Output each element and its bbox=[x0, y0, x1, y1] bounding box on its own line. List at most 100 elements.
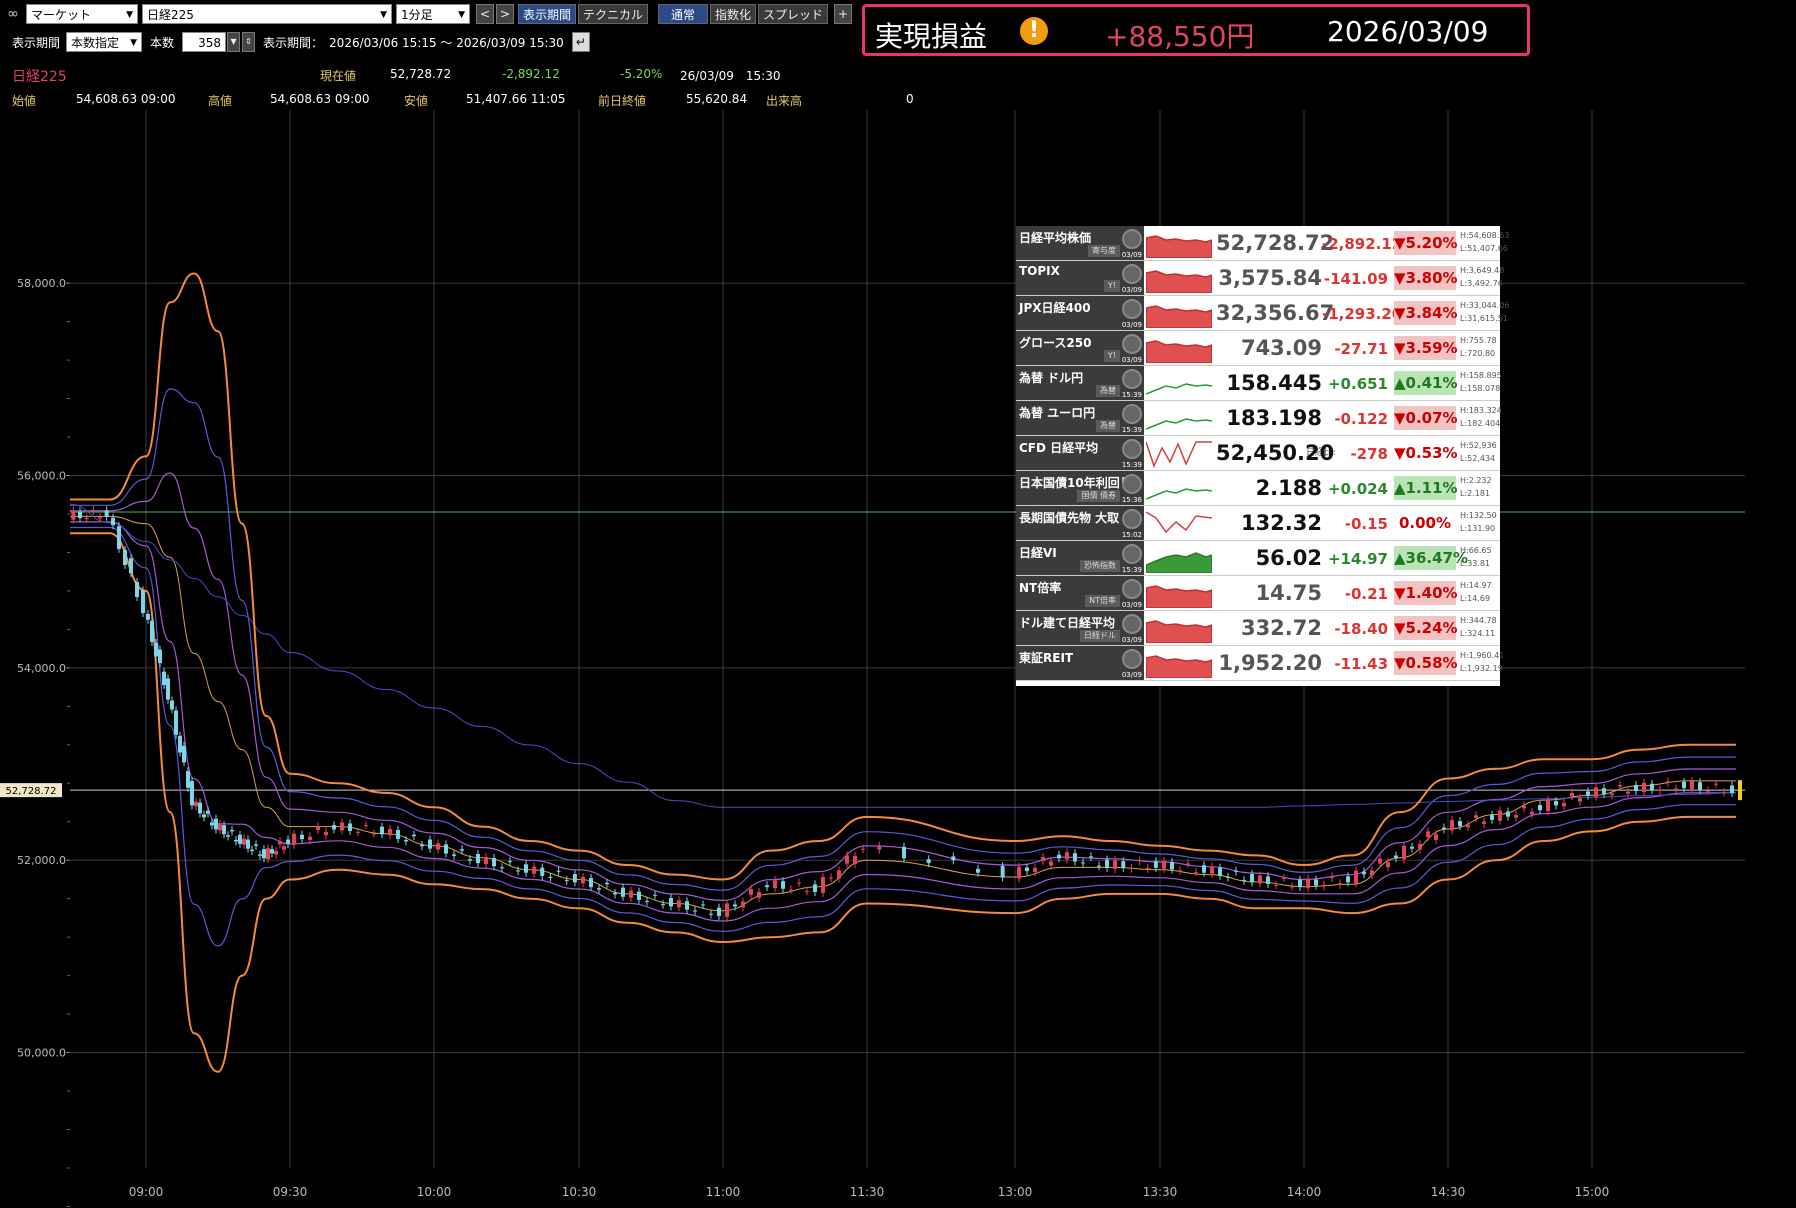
clock-icon bbox=[1122, 579, 1142, 599]
candle bbox=[150, 620, 154, 642]
panel-row-high-low: H:52,936 L:52,434 bbox=[1460, 439, 1497, 465]
current-label: 現在値 bbox=[320, 69, 357, 83]
panel-row[interactable]: NT倍率 NT倍率 03/09 14.75 -0.21 ▼1.40% H:14.97 L:14… bbox=[1016, 576, 1500, 611]
candle bbox=[1714, 783, 1718, 785]
panel-row[interactable]: 日本国債10年利回り 国債 債券 15:36 2.188 +0.024 ▲1.11% H:2… bbox=[1016, 471, 1500, 506]
panel-row-name-cell: 長期国債先物 大取 15:02 bbox=[1016, 506, 1144, 540]
panel-row[interactable]: JPX日経400 03/09 32,356.67 -1,293.20 ▼3.84% H:3… bbox=[1016, 296, 1509, 331]
panel-row-low: L:52,434 bbox=[1460, 454, 1496, 463]
spread-mode-button[interactable]: スプレッド bbox=[758, 4, 829, 24]
panel-row-sub-tag[interactable]: 恐怖指数 bbox=[1080, 560, 1120, 572]
candle bbox=[214, 818, 218, 830]
panel-row-high-low: H:14.97 L:14.69 bbox=[1460, 579, 1492, 605]
panel-row-sub-tag[interactable]: 寄与度 bbox=[1088, 245, 1120, 257]
candle bbox=[581, 877, 585, 884]
panel-row-high-low: H:2.232 L:2.181 bbox=[1460, 474, 1492, 500]
candle bbox=[621, 887, 625, 897]
candle bbox=[1000, 865, 1005, 878]
technical-button[interactable]: テクニカル bbox=[578, 4, 649, 24]
normal-mode-button[interactable]: 通常 bbox=[658, 4, 709, 24]
panel-row-name-cell: 日経VI 恐怖指数 15:39 bbox=[1016, 541, 1144, 575]
sparkline-path bbox=[1146, 511, 1212, 534]
count-input[interactable]: 358 bbox=[182, 32, 227, 52]
prev-close-label: 前日終値 bbox=[598, 94, 647, 108]
candle bbox=[170, 700, 174, 710]
panel-row[interactable]: グロース250 Y! 03/09 743.09 -27.71 ▼3.59% H:755.78… bbox=[1016, 331, 1500, 366]
panel-row-sub-tag[interactable]: 為替 bbox=[1096, 385, 1120, 397]
panel-row[interactable]: 日経平均株価 寄与度 03/09 52,728.72 -2,892.12 ▼5.20% H:… bbox=[1016, 226, 1509, 261]
panel-row-low: L:33.81 bbox=[1460, 559, 1491, 568]
count-stepper[interactable]: ⇕ bbox=[242, 32, 256, 52]
y-tick-label: 54,000.0 bbox=[17, 662, 66, 675]
clock-icon bbox=[1122, 334, 1142, 354]
panel-row[interactable]: TOPIX Y! 03/09 3,575.84 -141.09 ▼3.80% H:3,649… bbox=[1016, 261, 1504, 296]
candle bbox=[444, 844, 448, 854]
period-button[interactable]: 表示期間 bbox=[518, 4, 577, 24]
panel-row-time: 03/09 bbox=[1121, 321, 1142, 329]
y-tick-label: 50,000.0 bbox=[17, 1047, 66, 1060]
candle bbox=[78, 511, 82, 519]
panel-row-high-low: H:33,044.06 L:31,615.51 bbox=[1460, 299, 1509, 325]
symbol-select[interactable]: 日経225 ▼ bbox=[142, 4, 392, 24]
period-mode-select[interactable]: 本数指定 ▼ bbox=[66, 32, 143, 52]
panel-row-low: L:51,407.66 bbox=[1460, 244, 1508, 253]
market-select[interactable]: マーケット ▼ bbox=[26, 4, 138, 24]
candle bbox=[733, 904, 737, 907]
panel-row-sub-tag[interactable]: 為替 bbox=[1096, 420, 1120, 432]
panel-row[interactable]: 東証REIT 03/09 1,952.20 -11.43 ▼0.58% H:1,960.4… bbox=[1016, 646, 1504, 681]
candle bbox=[629, 890, 633, 898]
candle bbox=[186, 771, 190, 788]
panel-row-value: 743.09 bbox=[1240, 336, 1322, 360]
index-mode-button[interactable]: 指数化 bbox=[710, 4, 757, 24]
change-pct: -5.20% bbox=[620, 67, 663, 81]
panel-row[interactable]: 日経VI 恐怖指数 15:39 56.02 +14.97 ▲36.47% H:66.65 L:… bbox=[1016, 541, 1500, 576]
candle bbox=[749, 889, 753, 895]
sparkline-path bbox=[1146, 235, 1212, 258]
panel-row[interactable]: 為替 ドル円 為替 15:39 158.445 +0.651 ▲0.41% H:158.89… bbox=[1016, 366, 1502, 401]
panel-row-high-low: H:132.50 L:131.90 bbox=[1460, 509, 1497, 535]
panel-row-high-low: H:66.65 L:33.81 bbox=[1460, 544, 1492, 570]
panel-row-high-low: H:54,608.63 L:51,407.66 bbox=[1460, 229, 1509, 255]
add-button[interactable]: + bbox=[834, 4, 853, 24]
count-dropdown[interactable]: ▼ bbox=[227, 32, 241, 52]
panel-row-value: 52,728.72 bbox=[1216, 231, 1335, 255]
panel-row-name: 東証REIT bbox=[1019, 651, 1074, 665]
candle bbox=[1290, 886, 1294, 888]
panel-row[interactable]: 長期国債先物 大取 15:02 132.32 -0.15 0.00% H:132.50 L:… bbox=[1016, 506, 1500, 541]
panel-row-sub-tag[interactable]: 国債 債券 bbox=[1077, 490, 1120, 502]
candle bbox=[902, 846, 906, 859]
candle bbox=[1394, 855, 1398, 859]
warning-icon: ! bbox=[1020, 17, 1048, 45]
x-tick-label: 13:30 bbox=[1143, 1185, 1178, 1199]
interval-select[interactable]: 1分足 ▼ bbox=[396, 4, 470, 24]
return-icon[interactable]: ↵ bbox=[571, 32, 590, 52]
clock-icon bbox=[1122, 439, 1142, 459]
candle bbox=[254, 844, 258, 846]
panel-row-change: -141.09 bbox=[1323, 270, 1388, 288]
panel-row-sub-tag[interactable]: Y! bbox=[1103, 280, 1120, 292]
next-button[interactable]: > bbox=[496, 4, 514, 24]
clock-icon bbox=[1122, 509, 1142, 529]
candle bbox=[380, 826, 384, 835]
panel-row[interactable]: ドル建て日経平均 日経ドル 03/09 332.72 -18.40 ▼5.24% H:344… bbox=[1016, 611, 1500, 646]
panel-row-low: L:131.90 bbox=[1460, 524, 1496, 533]
candle bbox=[372, 833, 376, 835]
panel-row-sub-tag[interactable]: 日経ドル bbox=[1080, 630, 1120, 642]
price-chart[interactable]: 58,000.0 56,000.0 54,000.0 52,000.0 50,000.0… bbox=[0, 110, 1796, 1208]
panel-row[interactable]: 為替 ユーロ円 為替 15:39 183.198 -0.122 ▼0.07% H:183.3… bbox=[1016, 401, 1502, 436]
candle bbox=[741, 901, 745, 908]
candle bbox=[661, 904, 665, 906]
candle bbox=[98, 517, 102, 519]
panel-row-sub-tag[interactable]: Y! bbox=[1103, 350, 1120, 362]
link-icon[interactable]: ∞ bbox=[7, 6, 19, 22]
prev-button[interactable]: < bbox=[476, 4, 494, 24]
panel-row[interactable]: CFD 日経平均 15:39 日経比: 52,450.20 -278 ▼0.53% H:52… bbox=[1016, 436, 1500, 471]
candle bbox=[1674, 788, 1678, 791]
candle bbox=[1586, 791, 1590, 796]
candle bbox=[1634, 785, 1638, 791]
candle bbox=[1242, 880, 1246, 882]
panel-row-sub-tag[interactable]: NT倍率 bbox=[1085, 595, 1120, 607]
candle bbox=[286, 839, 290, 844]
volume-value: 0 bbox=[906, 92, 914, 106]
candle bbox=[813, 884, 817, 892]
